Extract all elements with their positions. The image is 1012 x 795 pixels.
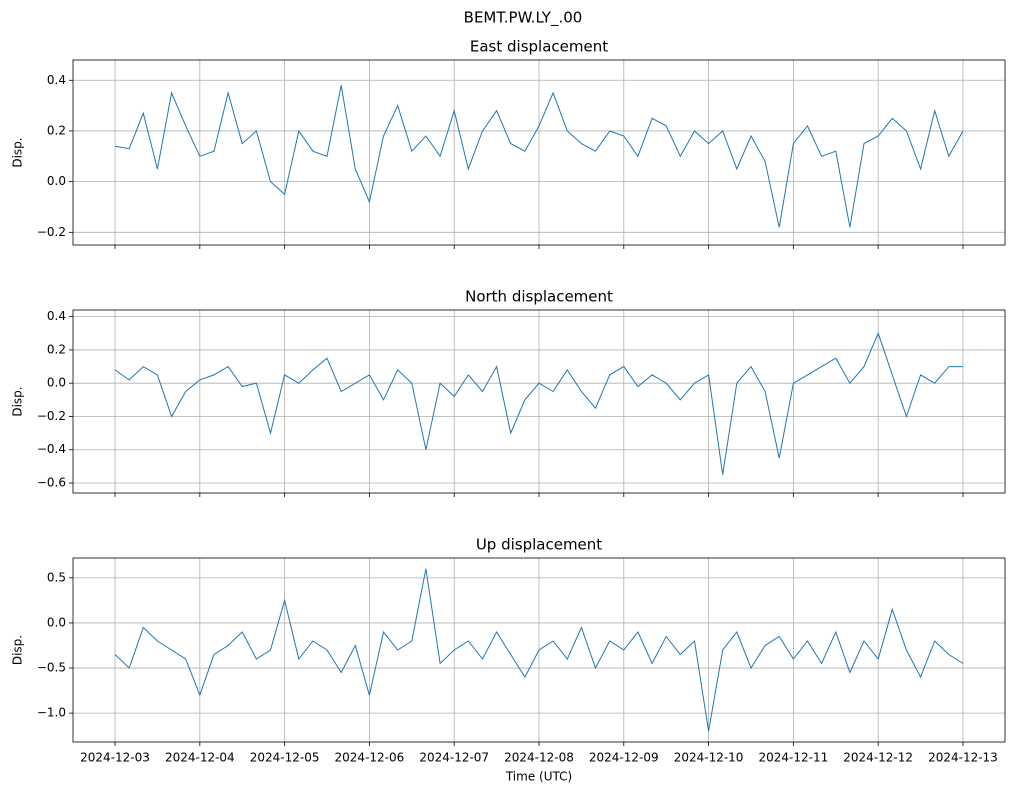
y-tick-label: −0.2 <box>37 225 66 239</box>
x-tick-label: 2024-12-10 <box>674 751 744 765</box>
data-line <box>114 568 964 732</box>
y-tick-label: 0.4 <box>47 309 66 323</box>
y-axis-label: Disp. <box>11 635 25 665</box>
data-line <box>114 331 963 475</box>
y-tick-label: 0.2 <box>47 342 66 356</box>
x-tick-label: 2024-12-12 <box>843 751 913 765</box>
x-tick-label: 2024-12-11 <box>758 751 828 765</box>
y-axis-label: Disp. <box>11 386 25 416</box>
x-tick-label: 2024-12-06 <box>335 751 405 765</box>
subplot-title: North displacement <box>465 288 613 306</box>
x-tick-label: 2024-12-08 <box>504 751 574 765</box>
x-tick-label: 2024-12-09 <box>589 751 659 765</box>
x-axis-label: Time (UTC) <box>505 770 572 784</box>
y-tick-label: 0.5 <box>47 570 66 584</box>
y-tick-label: −0.6 <box>37 476 66 490</box>
y-tick-label: −1.0 <box>37 706 66 720</box>
y-axis-label: Disp. <box>11 137 25 167</box>
x-tick-label: 2024-12-03 <box>80 751 150 765</box>
y-tick-label: −0.4 <box>37 442 66 456</box>
axes-frame <box>72 309 1006 494</box>
y-tick-label: 0.0 <box>47 615 66 629</box>
y-tick-label: −0.5 <box>37 661 66 675</box>
y-tick-label: 0.0 <box>47 174 66 188</box>
axes-frame <box>72 557 1006 743</box>
y-tick-label: −0.2 <box>37 409 66 423</box>
data-line <box>114 85 964 228</box>
x-tick-label: 2024-12-04 <box>165 751 235 765</box>
y-tick-label: 0.0 <box>47 376 66 390</box>
subplot-title: Up displacement <box>476 536 602 554</box>
y-tick-label: 0.2 <box>47 123 66 137</box>
y-tick-label: 0.4 <box>47 73 66 87</box>
x-tick-label: 2024-12-07 <box>419 751 489 765</box>
figure-title: BEMT.PW.LY_.00 <box>464 9 583 28</box>
subplot-title: East displacement <box>470 38 608 56</box>
x-tick-label: 2024-12-05 <box>250 751 320 765</box>
x-tick-label: 2024-12-13 <box>928 751 998 765</box>
axes-frame <box>72 59 1006 246</box>
